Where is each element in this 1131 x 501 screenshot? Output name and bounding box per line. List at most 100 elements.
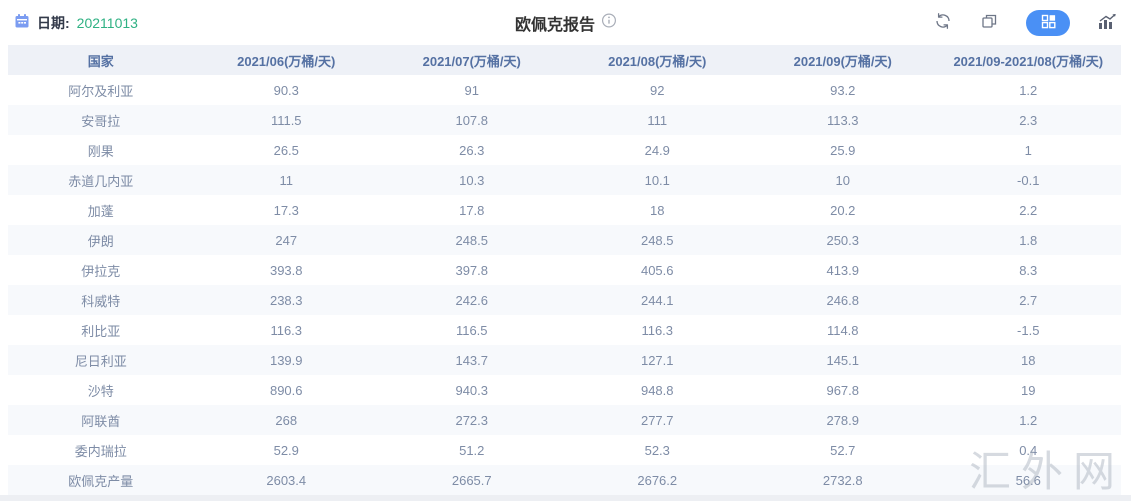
value-cell: 246.8 (826, 292, 860, 308)
value-cell: -1.5 (1017, 322, 1040, 338)
country-cell: 委内瑞拉 (74, 443, 127, 459)
country-cell: 伊朗 (87, 233, 114, 249)
country-cell: 赤道几内亚 (68, 173, 134, 189)
table-view-toggle[interactable] (1026, 9, 1070, 36)
table-container: 国家 2021/06(万桶/天) 2021/07(万桶/天) 2021/08(万桶/天… (8, 45, 1121, 495)
column-header: 2021/09(万桶/天) (750, 45, 936, 75)
copy-icon (980, 12, 998, 33)
country-cell: 沙特 (87, 383, 114, 399)
value-cell: 890.6 (269, 382, 303, 398)
value-cell: 25.9 (830, 142, 856, 158)
value-cell: 244.1 (640, 292, 674, 308)
copy-button[interactable] (980, 12, 998, 33)
value-cell: 393.8 (269, 262, 303, 278)
country-cell: 加蓬 (87, 203, 114, 219)
value-cell: 277.7 (640, 412, 674, 428)
value-cell: 0.4 (1019, 442, 1038, 458)
column-header: 2021/08(万桶/天) (564, 45, 750, 75)
table-row: 科威特 238.3 242.6 244.1 246.8 2.7 (8, 285, 1121, 315)
toolbar (934, 9, 1117, 36)
value-cell: 116.3 (641, 322, 674, 338)
value-cell: 10.3 (459, 172, 485, 188)
table-row: 赤道几内亚 11 10.3 10.1 10 -0.1 (8, 165, 1121, 195)
country-cell: 刚果 (87, 143, 114, 159)
value-cell: 948.8 (640, 382, 674, 398)
country-cell: 利比亚 (81, 323, 121, 339)
value-cell: 248.5 (640, 232, 674, 248)
value-cell: 248.5 (455, 232, 489, 248)
value-cell: 107.8 (455, 112, 489, 128)
value-cell: 18 (650, 202, 665, 218)
value-cell: 113.3 (826, 112, 859, 128)
value-cell: 139.9 (269, 352, 303, 368)
value-cell: 17.3 (273, 202, 299, 218)
value-cell: 145.1 (826, 352, 860, 368)
date-label: 日期: (37, 14, 70, 31)
column-header: 2021/09-2021/08(万桶/天) (935, 45, 1121, 75)
header-row: 国家 2021/06(万桶/天) 2021/07(万桶/天) 2021/08(万桶/天… (8, 45, 1121, 75)
date-value[interactable]: 20211013 (76, 14, 138, 31)
page-title: 欧佩克报告 (514, 16, 596, 34)
value-cell: 26.3 (459, 142, 485, 158)
value-cell: 116.5 (455, 322, 488, 338)
table-row: 欧佩克产量 2603.4 2665.7 2676.2 2732.8 56.6 (8, 465, 1121, 495)
value-cell: 19 (1021, 382, 1036, 398)
value-cell: 1.2 (1019, 82, 1038, 98)
country-cell: 安哥拉 (81, 113, 121, 129)
calendar-icon (14, 13, 30, 32)
table-row: 加蓬 17.3 17.8 18 20.2 2.2 (8, 195, 1121, 225)
value-cell: 1.8 (1019, 232, 1038, 248)
value-cell: 238.3 (269, 292, 303, 308)
value-cell: 52.7 (830, 442, 856, 458)
country-cell: 阿尔及利亚 (68, 83, 134, 99)
value-cell: 2603.4 (266, 472, 307, 488)
grid-view-icon (1041, 14, 1056, 32)
value-cell: 91 (464, 82, 479, 98)
chart-view-icon (1098, 13, 1117, 33)
value-cell: 1 (1024, 142, 1032, 158)
table-row: 刚果 26.5 26.3 24.9 25.9 1 (8, 135, 1121, 165)
value-cell: 2.3 (1019, 112, 1038, 128)
report-table: 国家 2021/06(万桶/天) 2021/07(万桶/天) 2021/08(万桶/天… (8, 45, 1121, 495)
country-cell: 科威特 (81, 293, 121, 309)
value-cell: 250.3 (826, 232, 860, 248)
value-cell: 17.8 (459, 202, 485, 218)
value-cell: 11 (279, 172, 294, 188)
value-cell: 10.1 (644, 172, 670, 188)
country-cell: 欧佩克产量 (68, 473, 134, 489)
value-cell: 111 (647, 112, 668, 128)
value-cell: 967.8 (826, 382, 860, 398)
value-cell: 2665.7 (451, 472, 492, 488)
info-circle-icon[interactable] (601, 12, 616, 33)
value-cell: -0.1 (1017, 172, 1040, 188)
value-cell: 20.2 (830, 202, 856, 218)
value-cell: 2676.2 (637, 472, 678, 488)
refresh-icon (934, 12, 952, 33)
value-cell: 10 (835, 172, 850, 188)
topbar: 日期: 20211013 欧佩克报告 (0, 0, 1131, 45)
table-row: 阿尔及利亚 90.3 91 92 93.2 1.2 (8, 75, 1121, 105)
value-cell: 24.9 (644, 142, 670, 158)
value-cell: 116.3 (270, 322, 303, 338)
table-row: 安哥拉 111.5 107.8 111 113.3 2.3 (8, 105, 1121, 135)
value-cell: 90.3 (273, 82, 299, 98)
value-cell: 114.8 (826, 322, 859, 338)
country-cell: 尼日利亚 (74, 353, 127, 369)
value-cell: 2732.8 (822, 472, 863, 488)
country-cell: 阿联酋 (81, 413, 121, 429)
table-row: 伊朗 247 248.5 248.5 250.3 1.8 (8, 225, 1121, 255)
value-cell: 413.9 (826, 262, 860, 278)
value-cell: 397.8 (455, 262, 489, 278)
value-cell: 8.3 (1019, 262, 1038, 278)
value-cell: 18 (1021, 352, 1036, 368)
refresh-button[interactable] (934, 12, 952, 33)
table-row: 伊拉克 393.8 397.8 405.6 413.9 8.3 (8, 255, 1121, 285)
value-cell: 268 (275, 412, 298, 428)
date-picker[interactable]: 日期: 20211013 (14, 13, 138, 33)
table-row: 沙特 890.6 940.3 948.8 967.8 19 (8, 375, 1121, 405)
title-group: 欧佩克报告 (515, 11, 616, 35)
chart-view-button[interactable] (1098, 13, 1117, 33)
table-row: 利比亚 116.3 116.5 116.3 114.8 -1.5 (8, 315, 1121, 345)
table-row: 阿联酋 268 272.3 277.7 278.9 1.2 (8, 405, 1121, 435)
